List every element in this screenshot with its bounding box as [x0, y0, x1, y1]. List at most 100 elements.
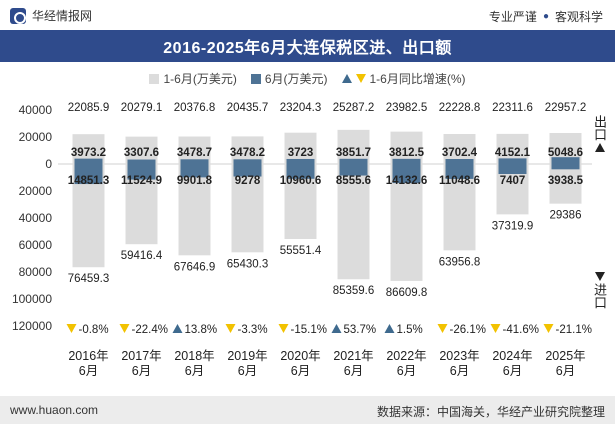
growth-up-marker	[384, 324, 395, 333]
export-side-label: 出口	[592, 115, 607, 152]
growth-down-marker	[490, 324, 501, 333]
bar-import-cumulative	[231, 164, 264, 253]
footer: www.huaon.com 数据来源：中国海关，华经产业研究院整理	[0, 396, 615, 424]
bar-import-monthly	[127, 164, 156, 180]
bar-export-monthly	[339, 158, 368, 164]
label-import-monthly: 7407	[500, 175, 526, 187]
x-tick-label: 2021年 6月	[333, 349, 373, 378]
bar-export-monthly	[233, 159, 262, 164]
label-export-monthly: 3973.2	[71, 147, 106, 159]
label-export-cumulative: 20279.1	[121, 102, 163, 114]
bar-import-monthly	[339, 164, 368, 176]
growth-down-marker	[119, 324, 130, 333]
bar-import-monthly	[74, 164, 103, 185]
growth-label: -15.1%	[291, 324, 327, 336]
tagline: 专业严谨 ● 客观科学	[489, 8, 603, 25]
legend-triangle-down-icon	[355, 74, 366, 83]
y-tick-label: 20000	[19, 184, 53, 198]
growth-label: -21.1%	[556, 324, 592, 336]
label-import-monthly: 11524.9	[121, 175, 162, 187]
growth-down-marker	[225, 324, 236, 333]
label-import-cumulative: 63956.8	[439, 256, 481, 268]
label-export-monthly: 4152.1	[495, 147, 531, 159]
label-import-monthly: 9901.8	[177, 175, 213, 187]
chart-plot: 40000 20000 0 20000 40000 60000 80000 100000 120…	[12, 102, 592, 378]
x-tick-label: 2018年 6月	[174, 349, 214, 378]
bar-import-monthly	[445, 164, 474, 179]
label-export-cumulative: 23204.3	[280, 102, 322, 114]
label-export-cumulative: 20376.8	[174, 102, 216, 114]
label-import-monthly: 11048.6	[439, 175, 480, 187]
y-tick-label: 120000	[12, 319, 52, 333]
growth-down-marker	[278, 324, 289, 333]
bar-export-cumulative	[337, 129, 370, 164]
legend-label-cumulative: 1-6月(万美元)	[163, 72, 237, 86]
label-import-cumulative: 86609.8	[386, 287, 428, 299]
bar-export-cumulative	[390, 131, 423, 164]
legend-swatch-monthly	[250, 73, 261, 84]
growth-down-marker	[543, 324, 554, 333]
label-export-cumulative: 23982.5	[386, 102, 428, 114]
brand[interactable]: 华经情报网	[10, 7, 92, 24]
chart-title: 2016-2025年6月大连保税区进、出口额	[163, 40, 452, 57]
label-export-monthly: 3478.2	[230, 147, 265, 159]
export-label-text: 出口	[592, 115, 607, 141]
legend-triangle-up-icon	[341, 74, 352, 83]
bar-import-cumulative	[178, 164, 211, 256]
bar-export-monthly	[180, 159, 209, 164]
bar-import-monthly	[392, 164, 421, 184]
legend-item-cumulative[interactable]: 1-6月(万美元)	[149, 70, 237, 87]
label-import-monthly: 14851.3	[68, 175, 110, 187]
brand-name: 华经情报网	[32, 9, 93, 23]
y-tick-label: 60000	[19, 238, 53, 252]
bar-export-monthly	[74, 158, 103, 164]
bar-import-monthly	[180, 164, 209, 178]
label-export-monthly: 3478.7	[177, 147, 212, 159]
growth-up-marker	[172, 324, 183, 333]
growth-label: -0.8%	[79, 324, 109, 336]
bar-import-cumulative	[390, 164, 423, 281]
label-import-cumulative: 29386	[550, 210, 582, 222]
logo-icon	[10, 7, 26, 24]
growth-label: 53.7%	[344, 324, 377, 336]
y-tick-label: 80000	[19, 265, 53, 279]
label-import-cumulative: 65430.3	[227, 258, 269, 270]
label-export-monthly: 5048.6	[548, 147, 583, 159]
growth-label: -22.4%	[132, 324, 168, 336]
label-export-cumulative: 22228.8	[439, 102, 481, 114]
x-tick-label: 2022年 6月	[386, 349, 426, 378]
footer-website[interactable]: www.huaon.com	[10, 403, 99, 417]
label-import-cumulative: 85359.6	[333, 285, 375, 297]
y-tick-label: 100000	[12, 292, 52, 306]
arrow-down-icon	[594, 272, 605, 281]
label-import-monthly: 14132.6	[386, 175, 428, 187]
label-export-cumulative: 25287.2	[333, 102, 375, 114]
x-tick-label: 2017年 6月	[121, 349, 161, 378]
legend-label-monthly: 6月(万美元)	[264, 72, 328, 86]
arrow-up-icon	[594, 143, 605, 152]
bar-import-cumulative	[549, 164, 582, 204]
title-bar: 2016-2025年6月大连保税区进、出口额	[0, 30, 615, 62]
legend-swatch-cumulative	[149, 73, 160, 84]
x-tick-label: 2025年 6月	[545, 349, 585, 378]
label-export-monthly: 3702.4	[442, 147, 478, 159]
label-export-cumulative: 22957.2	[545, 102, 587, 114]
label-import-cumulative: 76459.3	[68, 273, 110, 285]
bar-export-cumulative	[443, 133, 476, 164]
legend-item-monthly[interactable]: 6月(万美元)	[250, 70, 328, 87]
label-import-cumulative: 55551.4	[280, 245, 322, 257]
footer-source: 数据来源：中国海关，华经产业研究院整理	[376, 405, 605, 419]
tagline-right: 客观科学	[554, 10, 603, 24]
y-tick-label: 40000	[19, 103, 53, 117]
label-import-cumulative: 67646.9	[174, 261, 216, 273]
label-import-cumulative: 59416.4	[121, 250, 163, 262]
x-tick-label: 2016年 6月	[68, 349, 108, 378]
bar-export-monthly	[286, 158, 315, 164]
legend-item-growth[interactable]: 1-6月同比增速(%)	[341, 70, 466, 87]
x-tick-label: 2019年 6月	[227, 349, 267, 378]
label-export-cumulative: 22085.9	[68, 102, 110, 114]
label-export-monthly: 3307.6	[124, 147, 159, 159]
x-tick-label: 2024年 6月	[492, 349, 532, 378]
y-tick-label: 40000	[19, 211, 53, 225]
growth-label: 1.5%	[397, 324, 423, 336]
